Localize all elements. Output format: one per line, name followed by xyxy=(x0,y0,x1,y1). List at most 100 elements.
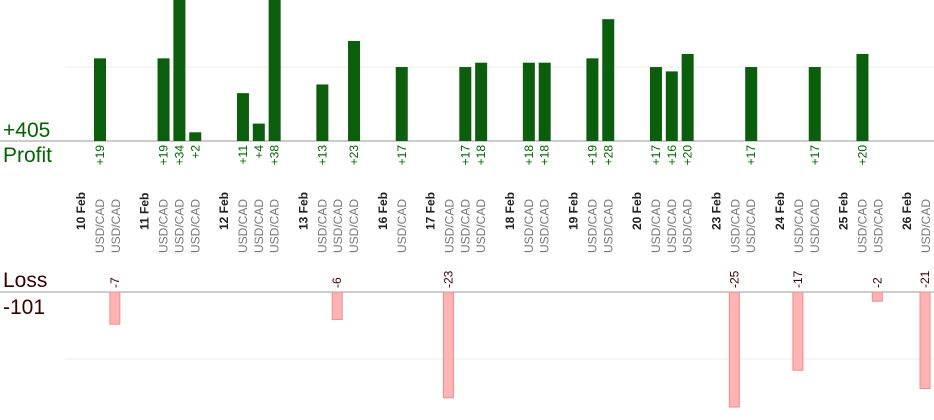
profit-bar xyxy=(268,0,281,141)
profit-bar xyxy=(665,71,678,141)
loss-value-label: -23 xyxy=(441,270,455,288)
profit-value-label: +17 xyxy=(458,145,472,166)
profit-value-label: +17 xyxy=(395,145,409,166)
date-label: 16 Feb xyxy=(376,192,390,230)
loss-value-label: -21 xyxy=(918,270,932,288)
pair-label: USD/CAD xyxy=(792,199,806,253)
profit-value-label: +38 xyxy=(268,145,282,166)
profit-value-label: +28 xyxy=(601,145,615,166)
pair-label: USD/CAD xyxy=(919,199,933,253)
pair-label: USD/CAD xyxy=(728,199,742,253)
profit-bar xyxy=(459,67,472,141)
loss-bar xyxy=(871,291,883,302)
loss-value-label: -17 xyxy=(791,270,805,288)
pair-label: USD/CAD xyxy=(649,199,663,253)
pair-label: USD/CAD xyxy=(395,199,409,253)
loss-value-label: -2 xyxy=(870,277,884,288)
profit-bar xyxy=(316,84,329,141)
date-label: 10 Feb xyxy=(74,192,88,230)
pair-label: USD/CAD xyxy=(188,199,202,253)
pair-label: USD/CAD xyxy=(109,199,123,253)
profit-bar xyxy=(538,62,551,142)
pair-label: USD/CAD xyxy=(585,199,599,253)
profit-value-label: +34 xyxy=(172,145,186,166)
date-label: 25 Feb xyxy=(837,192,851,230)
date-label: 18 Feb xyxy=(503,192,517,230)
pair-label: USD/CAD xyxy=(157,199,171,253)
profit-bar xyxy=(94,58,106,141)
profit-value-label: +18 xyxy=(522,145,536,166)
loss-bar xyxy=(109,291,121,325)
loss-bar xyxy=(331,291,343,321)
date-label: 13 Feb xyxy=(297,192,311,230)
profit-bar xyxy=(522,62,535,142)
pair-label: USD/CAD xyxy=(808,199,822,253)
profit-value-label: +17 xyxy=(744,145,758,166)
profit-bar xyxy=(681,54,694,141)
profit-value-label: +19 xyxy=(585,145,599,166)
pair-label: USD/CAD xyxy=(601,199,615,253)
pair-label: USD/CAD xyxy=(855,199,869,253)
pair-label: USD/CAD xyxy=(93,199,107,253)
profit-value-label: +19 xyxy=(93,145,107,166)
loss-bar xyxy=(919,291,931,390)
pair-label: USD/CAD xyxy=(458,199,472,253)
total-loss-value: -101 xyxy=(3,296,46,319)
profit-value-label: +19 xyxy=(157,145,171,166)
pair-label: USD/CAD xyxy=(331,199,345,253)
profit-bar xyxy=(236,93,249,141)
date-label: 20 Feb xyxy=(630,192,644,230)
profit-bar xyxy=(745,67,758,141)
date-label: 19 Feb xyxy=(567,192,581,230)
profit-value-label: +17 xyxy=(649,145,663,166)
profit-value-label: +20 xyxy=(855,145,869,166)
pair-label: USD/CAD xyxy=(236,199,250,253)
profit-value-label: +17 xyxy=(808,145,822,166)
date-label: 11 Feb xyxy=(138,193,152,230)
pair-label: USD/CAD xyxy=(172,199,186,253)
profit-value-label: +11 xyxy=(236,145,250,165)
profit-value-label: +4 xyxy=(252,145,266,159)
profit-value-label: +13 xyxy=(315,145,329,166)
profit-value-label: +20 xyxy=(681,145,695,166)
pair-label: USD/CAD xyxy=(681,199,695,253)
total-profit-value: +405 xyxy=(3,119,51,142)
loss-value-label: -25 xyxy=(727,270,741,288)
pair-label: USD/CAD xyxy=(538,199,552,253)
profit-value-label: +23 xyxy=(347,145,361,166)
pair-label: USD/CAD xyxy=(442,199,456,253)
profit-bar xyxy=(189,132,202,141)
loss-value-label: -7 xyxy=(108,277,122,288)
pair-label: USD/CAD xyxy=(522,199,536,253)
profit-bar xyxy=(252,123,265,141)
date-label: 12 Feb xyxy=(217,192,231,230)
date-label: 17 Feb xyxy=(424,192,438,230)
profit-value-label: +18 xyxy=(474,145,488,166)
profit-bar xyxy=(348,40,361,142)
loss-bar xyxy=(792,291,804,371)
loss-bar xyxy=(728,291,740,408)
date-label: 26 Feb xyxy=(900,192,914,230)
date-label: 24 Feb xyxy=(773,192,787,230)
profit-bar xyxy=(602,19,615,142)
pair-label: USD/CAD xyxy=(665,199,679,253)
pair-label: USD/CAD xyxy=(474,199,488,253)
profit-bar xyxy=(808,67,821,141)
pair-label: USD/CAD xyxy=(252,199,266,253)
profit-value-label: +2 xyxy=(188,145,202,159)
pair-label: USD/CAD xyxy=(268,199,282,253)
pair-label: USD/CAD xyxy=(347,199,361,253)
profit-bar xyxy=(475,62,488,142)
profit-bar xyxy=(173,0,186,141)
profit-bar xyxy=(157,58,170,141)
profit-bar xyxy=(856,54,869,141)
loss-value-label: -6 xyxy=(330,277,344,288)
profit-bar xyxy=(395,67,408,141)
profit-bar xyxy=(586,58,599,141)
loss-label: Loss xyxy=(3,269,48,292)
loss-bar xyxy=(442,291,454,399)
profit-label: Profit xyxy=(3,144,53,167)
date-label: 23 Feb xyxy=(710,192,724,230)
pair-label: USD/CAD xyxy=(871,199,885,253)
